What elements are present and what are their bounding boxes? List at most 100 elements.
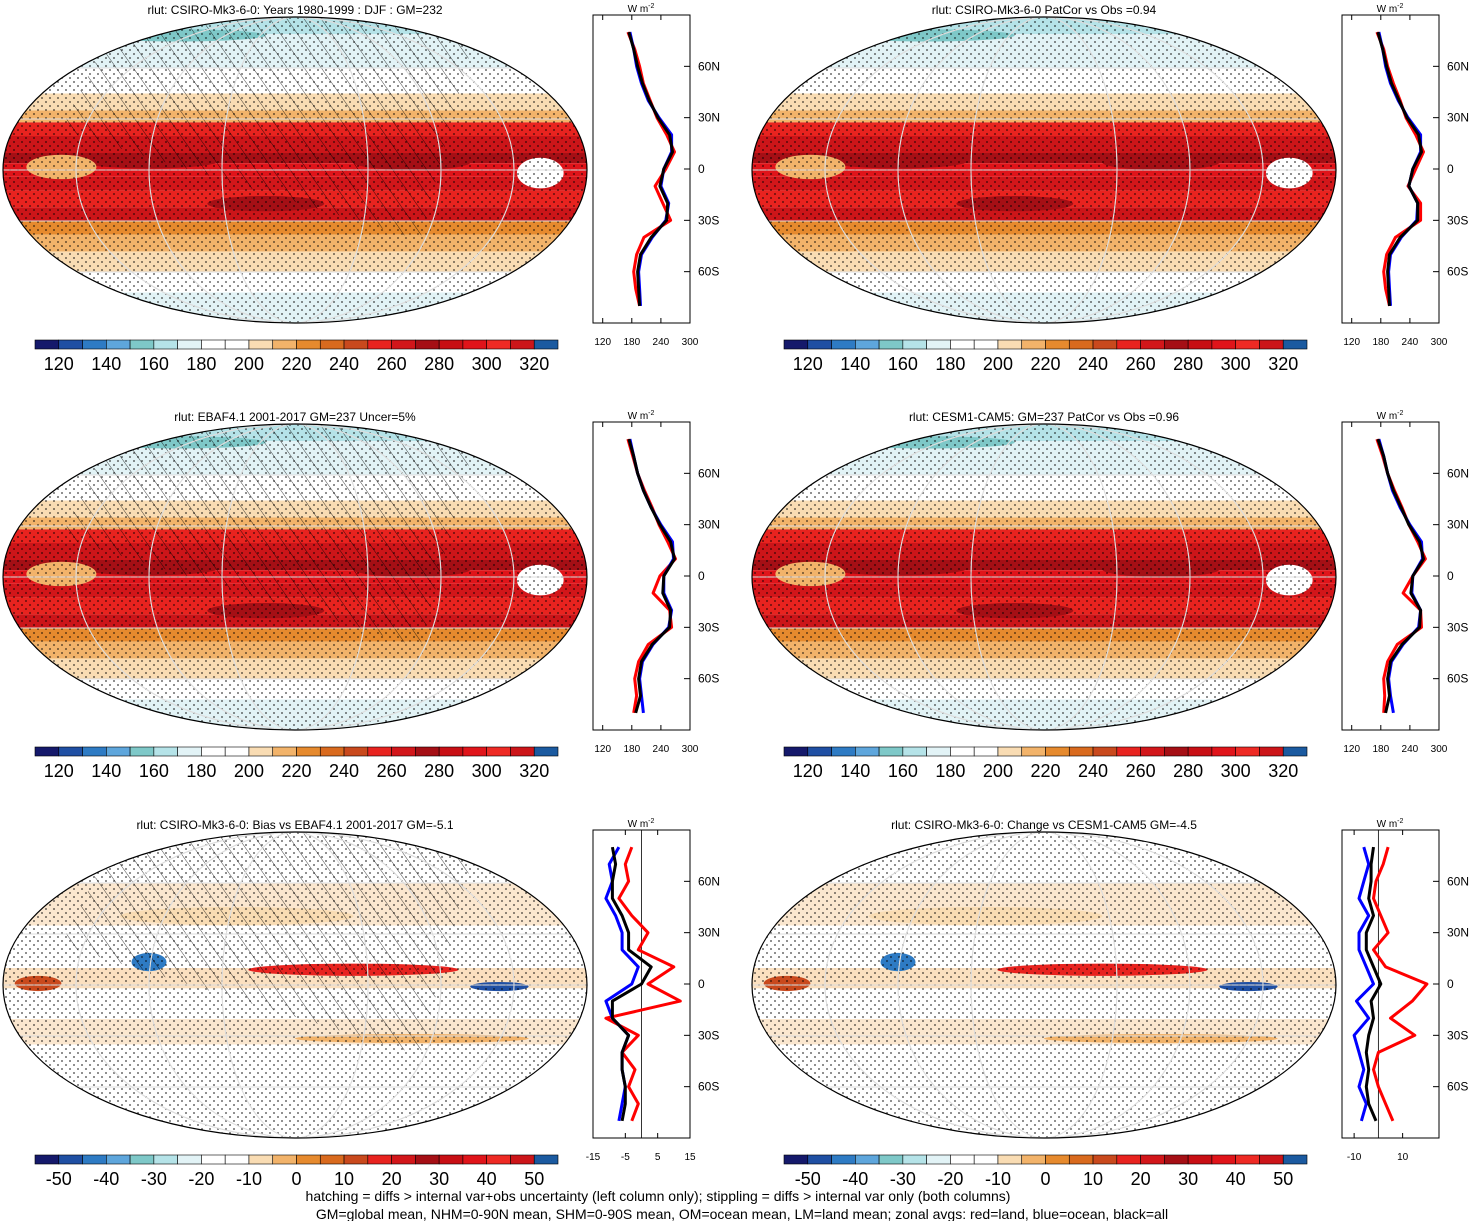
colorbar-swatch xyxy=(973,746,999,757)
zonal-x-tick-label: 300 xyxy=(682,337,699,348)
colorbar-swatch xyxy=(462,1154,487,1165)
graticule-lon xyxy=(221,17,369,323)
zonal-y-tick-label: 60S xyxy=(1447,265,1468,279)
colorbar-tick-label: 280 xyxy=(424,761,454,781)
colorbar-swatch xyxy=(82,339,107,350)
colorbar-tick-label: 180 xyxy=(935,354,965,374)
colorbar-swatch xyxy=(34,339,60,350)
zonal-mean-plot: 120 180 240 300 60N 30N 0 30S 60S W m-2 xyxy=(1341,3,1469,348)
colorbar-swatch xyxy=(272,746,297,757)
colorbar-swatch xyxy=(415,1154,440,1165)
colorbar-swatch xyxy=(129,1154,155,1165)
map-outline xyxy=(751,831,1337,1139)
colorbar-swatch xyxy=(1211,1154,1236,1165)
zonal-mean-plot: 120 180 240 300 60N 30N 0 30S 60S W m-2 xyxy=(592,410,720,755)
zonal-y-tick-label: 30N xyxy=(698,926,720,940)
colorbar-tick-label: -30 xyxy=(890,1169,916,1189)
graticule-lon xyxy=(75,17,515,323)
colorbar-swatch xyxy=(201,1154,226,1165)
zonal-x-tick-label: 120 xyxy=(1343,744,1360,755)
colorbar-tick-label: 180 xyxy=(186,354,216,374)
colorbar-swatch xyxy=(1211,339,1236,350)
colorbar-swatch xyxy=(902,746,927,757)
panel-6: rlut: CSIRO-Mk3-6-0: Change vs CESM1-CAM… xyxy=(751,818,1469,1189)
colorbar-tick-label: 200 xyxy=(983,354,1013,374)
colorbar-swatch xyxy=(807,1154,832,1165)
colorbar-tick-label: 220 xyxy=(281,354,311,374)
map-field xyxy=(3,17,587,323)
colorbar-swatch xyxy=(34,746,60,757)
colorbar-swatch xyxy=(58,746,83,757)
zonal-y-tick-label: 30N xyxy=(698,111,720,125)
zonal-frame xyxy=(1341,14,1440,324)
zonal-line-land xyxy=(1372,846,1429,1122)
colorbar-swatch xyxy=(248,1154,274,1165)
panel-4: rlut: CESM1-CAM5: GM=237 PatCor vs Obs =… xyxy=(751,410,1469,781)
zonal-y-tick-label: 30N xyxy=(698,518,720,532)
zonal-y-tick-label: 60N xyxy=(1447,59,1469,73)
colorbar-tick-label: 200 xyxy=(234,761,264,781)
zonal-line-ocean xyxy=(1352,846,1375,1122)
colorbar-tick-label: 240 xyxy=(1078,354,1108,374)
zonal-x-tick-label: 10 xyxy=(1397,1152,1409,1163)
colorbar-swatch xyxy=(950,1154,975,1165)
zonal-line-land xyxy=(1375,31,1425,307)
colorbar-swatch xyxy=(58,339,83,350)
colorbar-swatch xyxy=(129,339,155,350)
colorbar-tick-label: 300 xyxy=(472,761,502,781)
zonal-unit: W m-2 xyxy=(1377,818,1404,830)
colorbar-swatch xyxy=(1164,746,1189,757)
zonal-line-all xyxy=(627,31,674,306)
zonal-y-tick-label: 60N xyxy=(698,59,720,73)
colorbar-swatch xyxy=(224,1154,250,1165)
colorbar-tick-label: 260 xyxy=(1126,761,1156,781)
colorbar-swatch xyxy=(831,746,856,757)
colorbar-tick-label: 40 xyxy=(1226,1169,1246,1189)
graticule-lon xyxy=(970,832,1118,1138)
zonal-y-tick-label: 30S xyxy=(698,1028,719,1042)
colorbar-tick-label: 260 xyxy=(377,761,407,781)
colorbar-tick-label: 220 xyxy=(281,761,311,781)
zonal-line-all xyxy=(610,846,653,1122)
colorbar-swatch xyxy=(1259,1154,1284,1165)
colorbar-swatch xyxy=(177,1154,202,1165)
colorbar-swatch xyxy=(1045,1154,1070,1165)
colorbar-swatch xyxy=(462,746,487,757)
colorbar-swatch xyxy=(1092,1154,1118,1165)
zonal-x-tick-label: 300 xyxy=(1431,744,1448,755)
colorbar-tick-label: 200 xyxy=(234,354,264,374)
zonal-y-tick-label: 60N xyxy=(1447,466,1469,480)
colorbar-swatch xyxy=(1282,339,1308,350)
colorbar-swatch xyxy=(296,339,321,350)
colorbar-swatch xyxy=(950,746,975,757)
graticule-lon xyxy=(897,17,1191,323)
zonal-frame xyxy=(592,421,691,731)
colorbar-swatch xyxy=(855,746,880,757)
colorbar-swatch xyxy=(462,339,487,350)
colorbar-swatch xyxy=(1164,1154,1189,1165)
colorbar-swatch xyxy=(343,339,369,350)
zonal-mean-plot: -10 10 60N 30N 0 30S 60S W m-2 xyxy=(1341,818,1469,1163)
colorbar-tick-label: 300 xyxy=(472,354,502,374)
colorbar-tick-label: 140 xyxy=(91,354,121,374)
zonal-x-tick-label: 120 xyxy=(594,337,611,348)
graticule-lon xyxy=(897,424,1191,730)
colorbar-swatch xyxy=(1211,746,1236,757)
zonal-line-all xyxy=(1364,846,1383,1122)
zonal-y-tick-label: 60S xyxy=(1447,672,1468,686)
colorbar-swatch xyxy=(1259,746,1284,757)
colorbar-swatch xyxy=(1045,339,1070,350)
zonal-x-tick-label: -10 xyxy=(1347,1152,1362,1163)
zonal-y-tick-label: 30S xyxy=(698,213,719,227)
zonal-y-tick-label: 60S xyxy=(1447,1080,1468,1094)
panel-3: rlut: EBAF4.1 2001-2017 GM=237 Uncer=5% 1… xyxy=(2,410,720,781)
zonal-frame xyxy=(1341,421,1440,731)
colorbar-swatch xyxy=(1140,746,1165,757)
zonal-line-land xyxy=(604,846,682,1122)
graticule-lon xyxy=(148,832,442,1138)
colorbar: 120 140 160 180 200 220 240 260 280 300 320 xyxy=(34,746,559,781)
colorbar-swatch xyxy=(391,746,416,757)
panel-title: rlut: CSIRO-Mk3-6-0 PatCor vs Obs =0.94 xyxy=(932,3,1157,17)
colorbar-swatch xyxy=(1259,339,1284,350)
colorbar-swatch xyxy=(533,1154,559,1165)
